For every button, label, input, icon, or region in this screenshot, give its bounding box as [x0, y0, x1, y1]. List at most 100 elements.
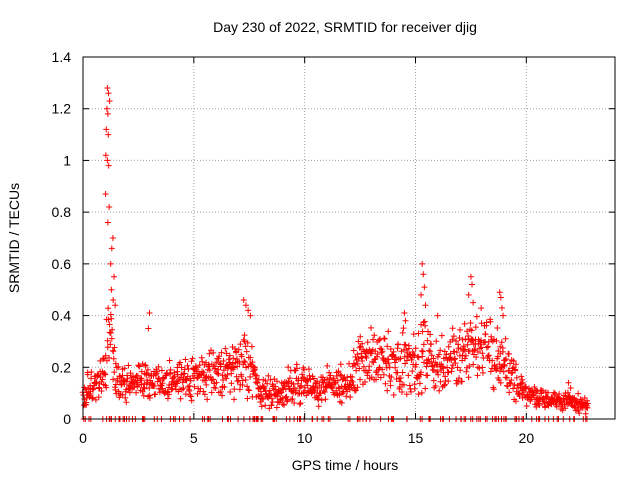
data-point [199, 358, 206, 365]
data-point [241, 332, 248, 339]
data-point [575, 390, 582, 397]
data-point [512, 366, 519, 373]
data-point [567, 384, 574, 391]
data-point [436, 387, 443, 394]
data-point [503, 356, 510, 363]
data-point [403, 346, 410, 353]
data-point [441, 381, 448, 388]
data-point [279, 400, 286, 407]
y-tick-label: 0.6 [52, 256, 72, 272]
data-point [397, 374, 404, 381]
data-point [140, 392, 147, 399]
data-point [490, 386, 497, 393]
data-point [249, 359, 256, 366]
data-point [109, 347, 116, 354]
data-point [401, 309, 408, 316]
data-point [197, 385, 204, 392]
data-point [229, 360, 236, 367]
data-point [447, 350, 454, 357]
data-point [419, 328, 426, 335]
data-point [500, 312, 507, 319]
data-point [479, 350, 486, 357]
data-point [398, 388, 405, 395]
data-point [257, 398, 264, 405]
data-point [450, 333, 457, 340]
data-point [125, 362, 132, 369]
data-point [248, 343, 255, 350]
data-point [318, 397, 325, 404]
data-point [217, 361, 224, 368]
data-point [298, 382, 305, 389]
data-point [420, 271, 427, 278]
data-point [357, 333, 364, 340]
data-point [217, 388, 224, 395]
data-point [354, 360, 361, 367]
data-point [453, 337, 460, 344]
data-point [145, 325, 152, 332]
data-point [384, 343, 391, 350]
data-point [462, 336, 469, 343]
data-point [411, 385, 418, 392]
data-point [462, 352, 469, 359]
data-point [474, 372, 481, 379]
data-point [284, 398, 291, 405]
data-point [108, 245, 115, 252]
data-point [353, 367, 360, 374]
data-point [400, 381, 407, 388]
data-point [502, 335, 509, 342]
data-point [247, 312, 254, 319]
data-point [329, 385, 336, 392]
data-point [241, 338, 248, 345]
data-point [177, 359, 184, 366]
data-point [352, 361, 359, 368]
data-point [497, 368, 504, 375]
data-point [470, 299, 477, 306]
data-point [299, 374, 306, 381]
data-point [108, 286, 115, 293]
data-point [422, 322, 429, 329]
data-point [421, 284, 428, 291]
data-point [469, 281, 476, 288]
data-point [228, 370, 235, 377]
data-point [359, 340, 366, 347]
data-point [188, 397, 195, 404]
data-point [246, 387, 253, 394]
data-point [220, 367, 227, 374]
data-point [224, 371, 231, 378]
data-point [437, 378, 444, 385]
data-point [428, 341, 435, 348]
data-point [479, 369, 486, 376]
data-point [373, 376, 380, 383]
data-point [384, 387, 391, 394]
data-point [146, 394, 153, 401]
data-point [118, 381, 125, 388]
data-point [372, 348, 379, 355]
data-point [219, 392, 226, 399]
data-point [327, 372, 334, 379]
data-point [187, 393, 194, 400]
data-point [231, 364, 238, 371]
data-point [314, 378, 321, 385]
data-point [387, 382, 394, 389]
data-point [102, 352, 109, 359]
data-point [242, 302, 249, 309]
data-point [103, 384, 110, 391]
data-point [299, 371, 306, 378]
data-point [337, 371, 344, 378]
data-point [445, 378, 452, 385]
data-point [469, 337, 476, 344]
data-point [104, 157, 111, 164]
data-point [438, 332, 445, 339]
data-point [411, 352, 418, 359]
data-point [494, 324, 501, 331]
data-point [473, 354, 480, 361]
data-point [208, 389, 215, 396]
data-point [293, 365, 300, 372]
x-axis-ticks: 0 5 10 15 20 [79, 57, 534, 446]
data-point [307, 376, 314, 383]
data-point [412, 345, 419, 352]
data-point [497, 294, 504, 301]
data-point [385, 356, 392, 363]
data-point [507, 380, 514, 387]
data-point [379, 348, 386, 355]
